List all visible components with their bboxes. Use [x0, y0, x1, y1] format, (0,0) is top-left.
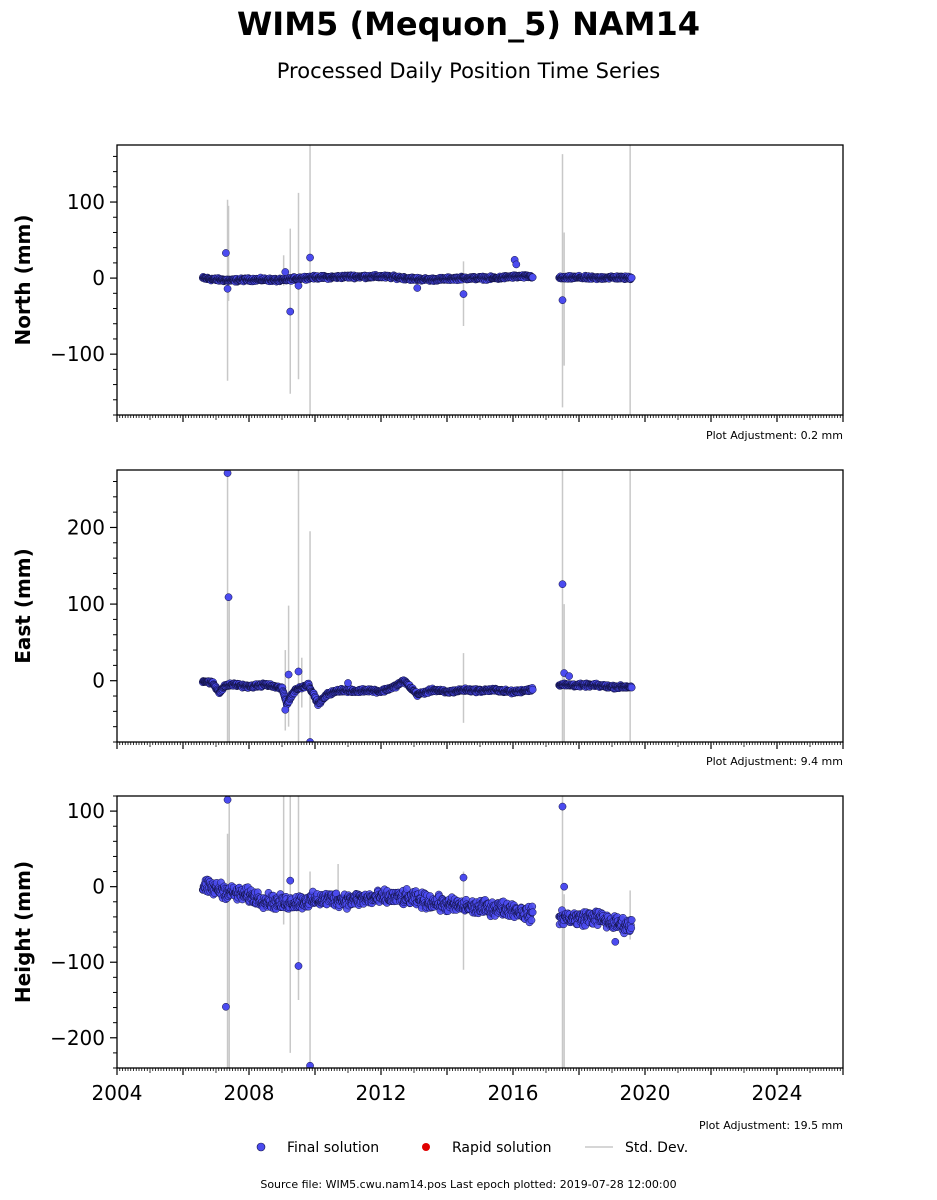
final-point-outlier	[294, 962, 303, 970]
final-point-outlier	[223, 284, 232, 293]
final-point-outlier	[558, 296, 567, 305]
final-point-outlier	[565, 672, 573, 680]
y-tick-label: −100	[50, 342, 105, 366]
plot-adjustment-note: Plot Adjustment: 19.5 mm	[699, 1119, 843, 1132]
final-point-outlier	[306, 253, 314, 262]
panel-data	[198, 470, 636, 742]
y-tick-label: 0	[92, 875, 105, 899]
final-point-outlier	[223, 796, 232, 804]
legend-rapid-marker	[422, 1143, 430, 1151]
panel-data	[198, 796, 636, 1068]
final-point-outlier	[459, 873, 468, 882]
source-footer: Source file: WIM5.cwu.nam14.pos Last epo…	[260, 1178, 676, 1191]
final-point-outlier	[222, 1002, 230, 1011]
x-tick-label: 2008	[224, 1081, 275, 1105]
final-point-outlier	[281, 705, 290, 714]
final-point-outlier	[558, 802, 567, 811]
final-point-outlier	[281, 268, 290, 276]
final-point	[627, 924, 636, 932]
final-point-outlier	[344, 679, 352, 687]
final-point-outlier	[306, 1061, 314, 1068]
panel-frame	[116, 795, 844, 1069]
final-point-outlier	[294, 281, 303, 290]
y-tick-label: 100	[67, 799, 105, 823]
final-point-outlier	[611, 937, 620, 946]
panel-0: 100 0 −100 North (mm) Plot Adjustment: 0.2 m…	[11, 144, 844, 442]
final-point-outlier	[286, 876, 295, 885]
final-point-outlier	[413, 284, 422, 292]
final-point-outlier	[224, 593, 233, 602]
y-axis-label: North (mm)	[11, 214, 35, 345]
final-point	[627, 916, 636, 924]
y-tick-label: 200	[67, 515, 105, 539]
y-tick-label: 100	[67, 592, 105, 616]
x-tick-label: 2004	[92, 1081, 143, 1105]
y-tick-label: 0	[92, 266, 105, 290]
final-point-outlier	[222, 249, 230, 257]
y-axis-label: East (mm)	[11, 548, 35, 664]
final-point	[528, 908, 537, 917]
final-point	[527, 916, 536, 925]
panels-group: 100 0 −100 North (mm) Plot Adjustment: 0.2 m…	[11, 144, 844, 1132]
final-point	[402, 885, 411, 893]
final-point-outlier	[223, 470, 232, 477]
y-tick-label: −100	[50, 950, 105, 974]
final-point	[528, 273, 537, 282]
x-tick-label: 2012	[356, 1081, 407, 1105]
panel-data	[198, 145, 636, 415]
chart-title: WIM5 (Mequon_5) NAM14	[237, 5, 700, 43]
final-point-outlier	[286, 307, 295, 316]
x-tick-label: 2016	[488, 1081, 539, 1105]
final-point-outlier	[294, 667, 303, 676]
panel-1: 200 100 0 East (mm) Plot Adjustment: 9.4 mm	[11, 469, 844, 768]
final-point-outlier	[558, 580, 567, 589]
final-point-outlier	[284, 670, 293, 679]
final-point	[528, 685, 537, 694]
final-point-outlier	[512, 260, 521, 269]
final-point-outlier	[560, 882, 569, 891]
chart-subtitle: Processed Daily Position Time Series	[277, 59, 661, 83]
panel-2: 100 0 −100 −200 Height (mm) Plot Adjustment: …	[11, 795, 844, 1132]
final-point-outlier	[459, 290, 468, 298]
panel-frame	[116, 469, 844, 743]
final-point	[627, 683, 636, 692]
legend-final-label: Final solution	[287, 1140, 379, 1156]
y-axis-label: Height (mm)	[11, 861, 35, 1003]
y-tick-label: −200	[50, 1026, 105, 1050]
plot-adjustment-note: Plot Adjustment: 9.4 mm	[706, 755, 843, 768]
final-point-outlier	[306, 738, 314, 742]
legend: Final solution Rapid solution Std. Dev.	[256, 1140, 688, 1156]
legend-stddev-label: Std. Dev.	[625, 1140, 688, 1156]
x-tick-label: 2024	[752, 1081, 803, 1105]
legend-rapid-label: Rapid solution	[452, 1140, 552, 1156]
plot-adjustment-note: Plot Adjustment: 0.2 mm	[706, 429, 843, 442]
y-tick-label: 100	[67, 190, 105, 214]
legend-final-marker	[256, 1142, 266, 1152]
final-point	[627, 273, 636, 282]
y-tick-label: 0	[92, 669, 105, 693]
x-tick-label: 2020	[620, 1081, 671, 1105]
